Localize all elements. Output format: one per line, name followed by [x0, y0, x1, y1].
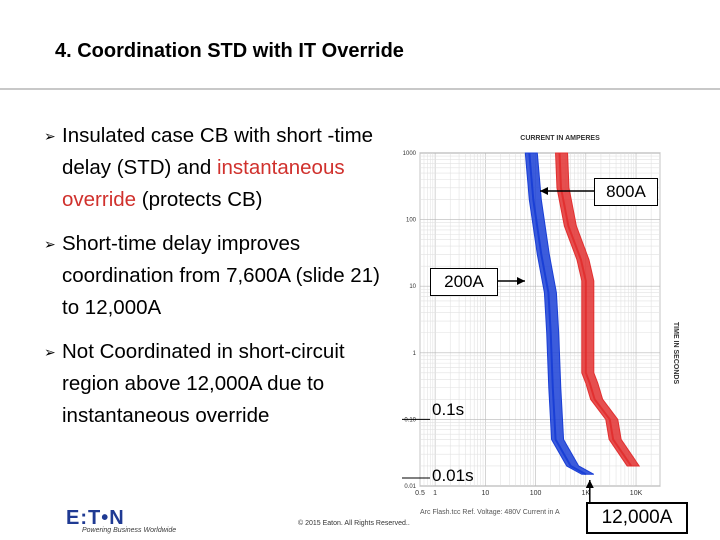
tcc-chart: CURRENT IN AMPERES TIME IN SECONDS Arc F…	[390, 128, 710, 534]
x-tick-label: 10K	[630, 490, 643, 497]
callout-200a: 200A	[430, 268, 498, 296]
y-tick-label: 100	[406, 218, 417, 224]
arrow-200a-head	[517, 277, 525, 285]
bullet-1: ➢ Insulated case CB with short -time del…	[44, 120, 384, 216]
arrow-800a-head	[540, 187, 548, 195]
series-line-200A	[528, 152, 587, 476]
series-line-800A	[558, 152, 632, 467]
arrow-bullet-icon: ➢	[44, 344, 56, 360]
bullet-list: ➢ Insulated case CB with short -time del…	[44, 120, 384, 444]
x-tick-label: 1	[433, 490, 437, 497]
bullet-3-text: Not Coordinated in short-circuit region …	[62, 340, 345, 427]
y-tick-label: 0.01	[404, 484, 416, 490]
y-tick-label: 1000	[403, 151, 417, 157]
chart-footer: Arc Flash.tcc Ref. Voltage: 480V Current…	[420, 509, 560, 516]
copyright-text: © 2015 Eaton. All Rights Reserved..	[298, 520, 410, 527]
bullet-2: ➢ Short-time delay improves coordination…	[44, 228, 384, 324]
slide-title: 4. Coordination STD with IT Override	[55, 40, 404, 62]
arrow-12000a-head	[585, 480, 594, 488]
y-tick-label: 0.10	[404, 417, 416, 423]
tcc-chart-svg: CURRENT IN AMPERES TIME IN SECONDS Arc F…	[402, 135, 679, 516]
y-tick-label: 10	[409, 284, 416, 290]
x-tick-label: 10	[481, 490, 489, 497]
callout-800a: 800A	[594, 178, 658, 206]
bullet-3: ➢ Not Coordinated in short-circuit regio…	[44, 336, 384, 432]
eaton-logo: E:T•N	[66, 507, 125, 529]
chart-ylabel: TIME IN SECONDS	[672, 322, 679, 385]
label-0-01s: 0.01s	[432, 466, 474, 485]
label-0-1s: 0.1s	[432, 400, 465, 419]
bullet-1-text: Insulated case CB with short -time delay…	[62, 124, 374, 179]
chart-title: CURRENT IN AMPERES	[520, 135, 600, 142]
bullet-2-text: Short-time delay improves coordination f…	[62, 232, 380, 319]
x-tick-label: 1K	[582, 490, 591, 497]
series-band-800A	[555, 152, 641, 467]
eaton-tagline: Powering Business Worldwide	[82, 527, 177, 534]
x-tick-label: 0.5	[415, 490, 425, 497]
series-band-200A	[524, 152, 595, 475]
callout-12000a: 12,000A	[586, 502, 688, 534]
arrow-bullet-icon: ➢	[44, 236, 56, 252]
title-divider	[0, 88, 720, 90]
x-tick-label: 100	[530, 490, 542, 497]
bullet-1-tail: (protects CB)	[136, 188, 263, 211]
y-tick-label: 1	[413, 351, 417, 357]
bullet-1-highlight: instantaneous override	[62, 156, 345, 211]
arrow-bullet-icon: ➢	[44, 128, 56, 144]
